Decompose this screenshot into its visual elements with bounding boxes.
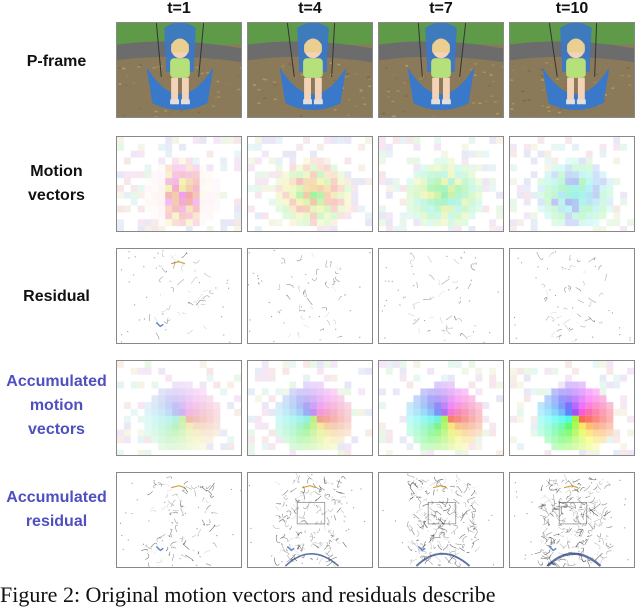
accmv-image-t-4 <box>247 360 373 456</box>
mv-visual <box>248 137 372 231</box>
accres-image-t-10 <box>509 472 635 568</box>
row-label-frame: P-frame <box>0 50 113 74</box>
row-label-line: Residual <box>0 285 113 309</box>
accmv-visual <box>379 361 503 455</box>
accres-image-t-7 <box>378 472 504 568</box>
accres-visual <box>117 473 241 567</box>
row-label-residual: Residual <box>0 285 113 309</box>
row-label-line: vectors <box>0 184 113 208</box>
residual-image-t-4 <box>247 248 373 344</box>
residual-visual <box>510 249 634 343</box>
frame-visual <box>248 23 372 117</box>
row-label-line: residual <box>0 510 113 534</box>
mv-image-t-10 <box>509 136 635 232</box>
accres-visual <box>248 473 372 567</box>
frame-visual <box>379 23 503 117</box>
frame-visual <box>117 23 241 117</box>
residual-image-t-10 <box>509 248 635 344</box>
row-label-line: Motion <box>0 160 113 184</box>
accmv-visual <box>117 361 241 455</box>
mv-visual <box>117 137 241 231</box>
column-header-t-4: t=4 <box>247 0 373 18</box>
accmv-visual <box>248 361 372 455</box>
row-label-line: vectors <box>0 418 113 442</box>
column-header-t-1: t=1 <box>116 0 242 18</box>
accmv-image-t-10 <box>509 360 635 456</box>
residual-visual <box>248 249 372 343</box>
mv-image-t-1 <box>116 136 242 232</box>
mv-visual <box>379 137 503 231</box>
frame-visual <box>510 23 634 117</box>
accres-image-t-4 <box>247 472 373 568</box>
column-header-t-7: t=7 <box>378 0 504 18</box>
row-label-line: Accumulated <box>0 370 113 394</box>
mv-image-t-7 <box>378 136 504 232</box>
accmv-image-t-7 <box>378 360 504 456</box>
column-header-t-10: t=10 <box>509 0 635 18</box>
frame-image-t-7 <box>378 22 504 118</box>
frame-image-t-10 <box>509 22 635 118</box>
accmv-image-t-1 <box>116 360 242 456</box>
row-label-line: Accumulated <box>0 486 113 510</box>
frame-image-t-4 <box>247 22 373 118</box>
residual-visual <box>379 249 503 343</box>
residual-visual <box>117 249 241 343</box>
accmv-visual <box>510 361 634 455</box>
mv-image-t-4 <box>247 136 373 232</box>
residual-image-t-1 <box>116 248 242 344</box>
row-label-line: P-frame <box>0 50 113 74</box>
mv-visual <box>510 137 634 231</box>
figure-caption: Figure 2: Original motion vectors and re… <box>0 582 496 608</box>
frame-image-t-1 <box>116 22 242 118</box>
accres-visual <box>510 473 634 567</box>
accres-image-t-1 <box>116 472 242 568</box>
row-label-line: motion <box>0 394 113 418</box>
accres-visual <box>379 473 503 567</box>
residual-image-t-7 <box>378 248 504 344</box>
